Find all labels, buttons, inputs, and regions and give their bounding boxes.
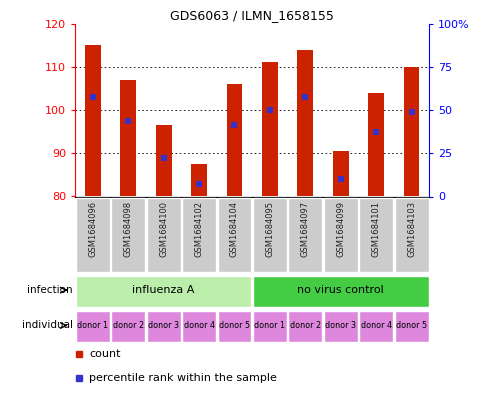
Bar	[85, 45, 101, 196]
Text: donor 3: donor 3	[148, 321, 179, 330]
Text: donor 4: donor 4	[183, 321, 214, 330]
Text: donor 3: donor 3	[325, 321, 355, 330]
Text: GSM1684102: GSM1684102	[194, 201, 203, 257]
Bar	[146, 311, 181, 342]
Text: influenza A: influenza A	[132, 285, 195, 295]
Bar	[252, 311, 287, 342]
Bar	[76, 275, 251, 307]
Text: no virus control: no virus control	[297, 285, 383, 295]
Bar	[217, 198, 251, 272]
Text: donor 1: donor 1	[254, 321, 285, 330]
Text: percentile rank within the sample: percentile rank within the sample	[89, 373, 277, 383]
Bar	[367, 93, 383, 196]
Bar	[261, 62, 277, 196]
Text: individual: individual	[22, 320, 73, 331]
Text: infection: infection	[27, 285, 73, 295]
Bar	[76, 198, 110, 272]
Text: donor 4: donor 4	[360, 321, 391, 330]
Text: count: count	[89, 349, 121, 359]
Text: donor 5: donor 5	[395, 321, 426, 330]
Bar	[191, 164, 207, 196]
Text: GSM1684095: GSM1684095	[265, 201, 274, 257]
Bar	[182, 311, 216, 342]
Bar	[155, 125, 171, 196]
Bar	[76, 311, 110, 342]
Bar	[403, 67, 419, 196]
Title: GDS6063 / ILMN_1658155: GDS6063 / ILMN_1658155	[170, 9, 333, 22]
Text: GSM1684098: GSM1684098	[123, 201, 133, 257]
Text: donor 5: donor 5	[218, 321, 250, 330]
Bar	[287, 198, 322, 272]
Bar	[217, 311, 251, 342]
Text: GSM1684099: GSM1684099	[335, 201, 345, 257]
Text: donor 1: donor 1	[77, 321, 108, 330]
Bar	[182, 198, 216, 272]
Text: GSM1684097: GSM1684097	[300, 201, 309, 257]
Bar	[146, 198, 181, 272]
Bar	[393, 198, 428, 272]
Bar	[252, 198, 287, 272]
Text: GSM1684103: GSM1684103	[406, 201, 415, 257]
Bar	[111, 311, 145, 342]
Bar	[358, 198, 393, 272]
Bar	[323, 311, 357, 342]
Bar	[393, 311, 428, 342]
Text: GSM1684104: GSM1684104	[229, 201, 239, 257]
Bar	[252, 275, 428, 307]
Bar	[358, 311, 393, 342]
Text: GSM1684096: GSM1684096	[88, 201, 97, 257]
Bar	[111, 198, 145, 272]
Bar	[332, 151, 348, 196]
Bar	[226, 84, 242, 196]
Bar	[287, 311, 322, 342]
Text: GSM1684100: GSM1684100	[159, 201, 168, 257]
Bar	[323, 198, 357, 272]
Bar	[297, 50, 313, 196]
Text: donor 2: donor 2	[112, 321, 144, 330]
Bar	[120, 80, 136, 196]
Text: GSM1684101: GSM1684101	[371, 201, 380, 257]
Text: donor 2: donor 2	[289, 321, 320, 330]
